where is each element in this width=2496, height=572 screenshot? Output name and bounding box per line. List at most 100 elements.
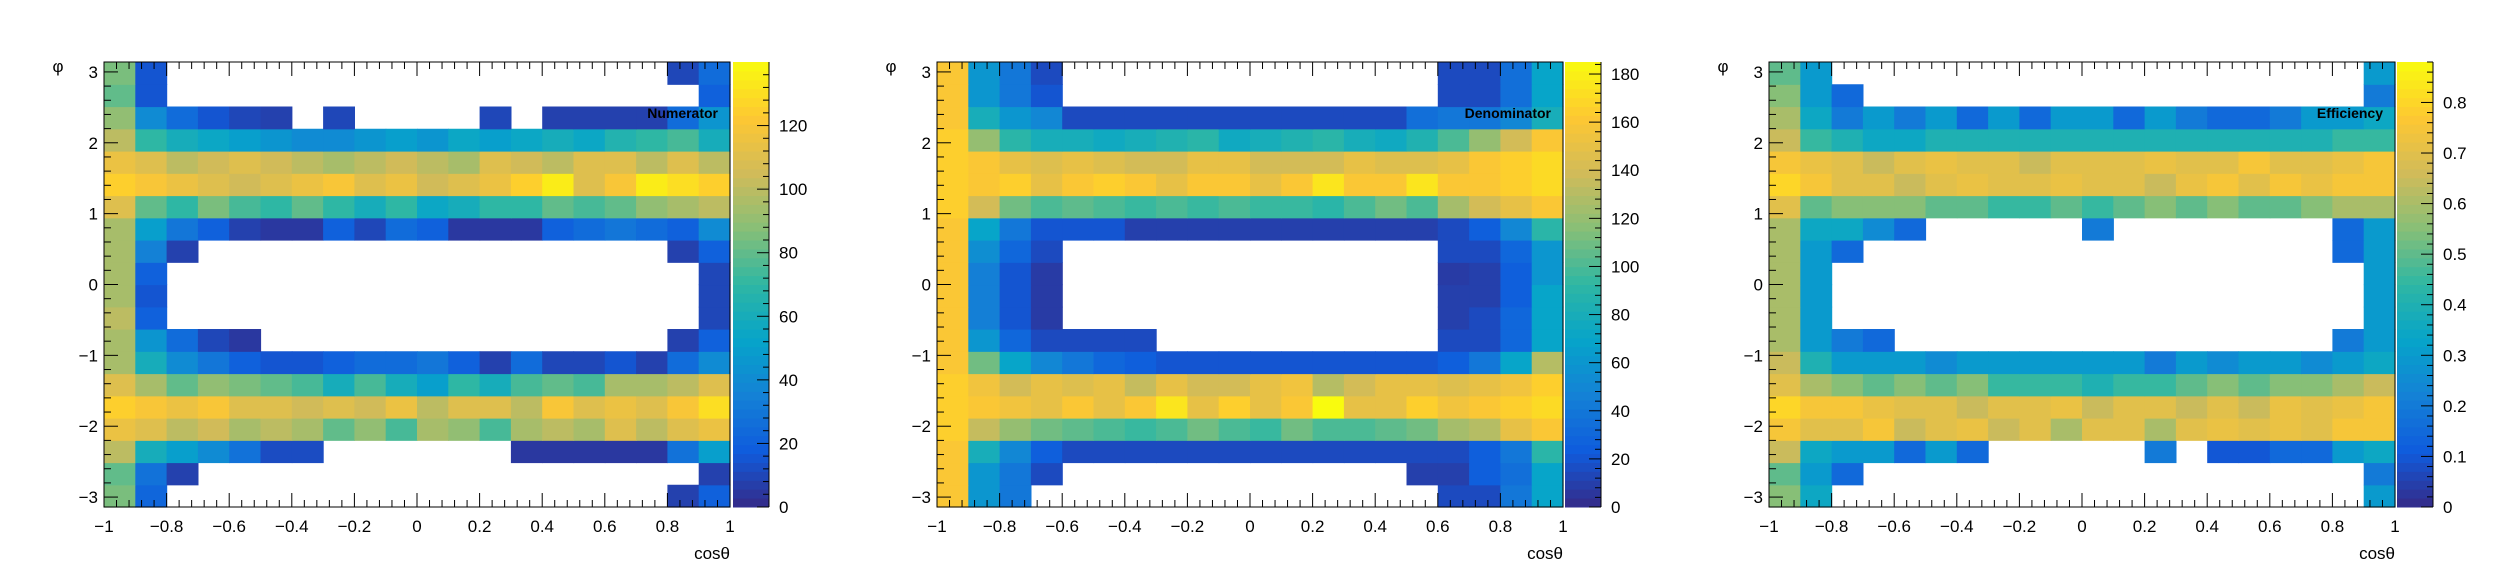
heatmap-cell (2207, 418, 2240, 441)
heatmap-cell (2113, 173, 2146, 197)
heatmap-cell (166, 151, 199, 174)
heatmap-cell (1093, 395, 1126, 419)
heatmap-cell (2019, 373, 2052, 397)
heatmap-cell (2019, 128, 2052, 152)
heatmap-cell (1343, 395, 1376, 419)
heatmap-cell (291, 351, 324, 375)
heatmap-cell (999, 217, 1032, 241)
x-tick-label: −0.8 (150, 517, 184, 536)
heatmap-cell (510, 173, 543, 197)
heatmap-cell (999, 351, 1032, 375)
heatmap-cell (1093, 128, 1126, 152)
heatmap-cell (968, 195, 1001, 219)
heatmap-cell (1800, 484, 1833, 508)
heatmap-cell (2269, 128, 2302, 152)
heatmap-cell (698, 440, 731, 464)
heatmap-cell (1250, 128, 1282, 152)
heatmap-cell (2019, 106, 2052, 130)
y-tick-label: −2 (912, 417, 931, 436)
colorbar-band (1565, 195, 1601, 205)
heatmap-cell (1124, 195, 1157, 219)
heatmap-cell (937, 351, 969, 375)
heatmap-cell (104, 262, 136, 286)
colorbar-band (2397, 418, 2433, 428)
heatmap-cell (166, 351, 199, 375)
heatmap-cell (135, 351, 168, 375)
heatmap-cell (968, 262, 1001, 286)
colorbar-tick-label: 0.6 (2443, 195, 2467, 214)
heatmap-cell (1469, 484, 1501, 508)
heatmap-cell (1312, 440, 1345, 464)
colorbar-band (1565, 418, 1601, 428)
colorbar-tick-label: 20 (1611, 450, 1630, 469)
heatmap-cell (1030, 62, 1063, 85)
x-axis-label: cosθ (2359, 544, 2395, 563)
heatmap-cell (667, 240, 700, 263)
heatmap-cell (1469, 329, 1501, 352)
x-tick-label: −1 (927, 517, 946, 536)
heatmap-cell (1500, 284, 1533, 308)
heatmap-cell (1469, 262, 1501, 286)
colorbar-band (2397, 337, 2433, 348)
x-tick-label: −1 (1759, 517, 1778, 536)
heatmap-cell (1062, 440, 1095, 464)
heatmap-cell (1093, 173, 1126, 197)
heatmap-cell (937, 284, 969, 308)
y-tick-label: −2 (79, 417, 98, 436)
heatmap-cell (1500, 151, 1533, 174)
colorbar-band (733, 168, 769, 179)
colorbar-band (2397, 222, 2433, 232)
heatmap-cell (2082, 195, 2114, 219)
heatmap-cell (1500, 418, 1533, 441)
heatmap-cell (417, 395, 449, 419)
heatmap-cell (1375, 395, 1408, 419)
colorbar-tick-label: 120 (779, 117, 807, 136)
heatmap-cell (1375, 440, 1408, 464)
x-tick-label: 0.2 (468, 517, 492, 536)
heatmap-cell (1831, 106, 1864, 130)
heatmap-cell (2363, 217, 2396, 241)
heatmap-cell (2301, 106, 2333, 130)
heatmap-cell (291, 418, 324, 441)
heatmap-cell (698, 418, 731, 441)
heatmap-cell (2082, 418, 2114, 441)
heatmap-cell (1187, 440, 1220, 464)
heatmap-cell (1500, 173, 1533, 197)
heatmap-cell (1925, 151, 1958, 174)
heatmap-cell (135, 195, 168, 219)
heatmap-cell (229, 351, 262, 375)
heatmap-cell (999, 173, 1032, 197)
heatmap-cell (229, 128, 262, 152)
heatmap-cell (604, 195, 637, 219)
heatmap-cell (2363, 440, 2396, 464)
heatmap-cell (1831, 395, 1864, 419)
heatmap-cell (636, 418, 668, 441)
heatmap-cell (135, 217, 168, 241)
heatmap-cell (166, 173, 199, 197)
heatmap-cell (1250, 440, 1282, 464)
colorbar-band (2397, 213, 2433, 223)
x-axis-label: cosθ (1527, 544, 1563, 563)
heatmap-cell (1800, 151, 1833, 174)
heatmap-cell (604, 373, 637, 397)
heatmap-cell (1925, 195, 1958, 219)
heatmap-cell (1281, 418, 1314, 441)
heatmap-cell (1437, 217, 1470, 241)
heatmap-cell (448, 418, 481, 441)
heatmap-cell (1437, 62, 1470, 85)
heatmap-cell (542, 151, 575, 174)
heatmap-cell (1437, 240, 1470, 263)
colorbar-band (1565, 213, 1601, 223)
colorbar-band (1565, 106, 1601, 116)
heatmap-cell (1312, 173, 1345, 197)
heatmap-cell (1500, 62, 1533, 85)
heatmap-cell (1124, 418, 1157, 441)
y-tick-label: −1 (1744, 346, 1763, 365)
heatmap-cell (1469, 351, 1501, 375)
heatmap-cell (1437, 462, 1470, 486)
colorbar-band (2397, 88, 2433, 99)
heatmap-cell (1250, 351, 1282, 375)
heatmap-cell (354, 128, 387, 152)
heatmap-cell (698, 62, 731, 85)
heatmap-cell (2332, 351, 2365, 375)
